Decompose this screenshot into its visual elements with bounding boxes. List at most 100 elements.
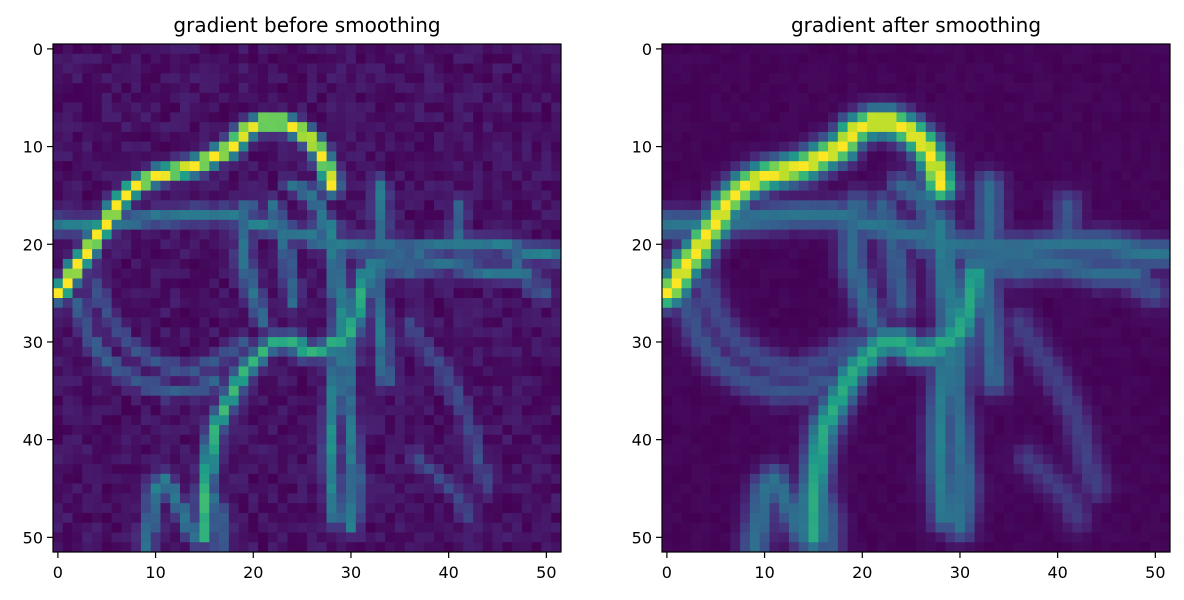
heatmap-cell: [258, 337, 269, 348]
heatmap-cell: [779, 346, 790, 357]
heatmap-cell: [121, 151, 132, 162]
heatmap-cell: [180, 376, 191, 387]
heatmap-cell: [1160, 210, 1171, 221]
heatmap-cell: [1091, 337, 1102, 348]
heatmap-cell: [336, 229, 347, 240]
heatmap-cell: [492, 180, 503, 191]
heatmap-cell: [336, 483, 347, 494]
heatmap-cell: [463, 258, 474, 270]
heatmap-cell: [199, 512, 210, 524]
heatmap-cell: [955, 288, 966, 299]
heatmap-cell: [818, 346, 829, 357]
heatmap-cell: [307, 200, 318, 211]
heatmap-cell: [857, 63, 868, 74]
heatmap-cell: [463, 327, 474, 338]
heatmap-cell: [355, 376, 366, 387]
heatmap-cell: [160, 268, 171, 279]
heatmap-cell: [199, 483, 210, 494]
heatmap-cell: [209, 366, 220, 377]
heatmap-cell: [769, 210, 780, 221]
heatmap-cell: [759, 405, 770, 416]
heatmap-cell: [955, 327, 966, 338]
heatmap-cell: [443, 444, 454, 455]
heatmap-cell: [62, 464, 73, 475]
heatmap-cell: [209, 63, 220, 74]
heatmap-cell: [925, 395, 936, 406]
heatmap-cell: [502, 376, 513, 387]
heatmap-cell: [798, 53, 809, 64]
heatmap-cell: [945, 102, 956, 113]
heatmap-cell: [808, 444, 819, 455]
heatmap-cell: [434, 532, 445, 543]
heatmap-cell: [789, 141, 800, 152]
heatmap-cell: [1052, 141, 1063, 152]
heatmap-cell: [355, 258, 366, 270]
heatmap-cell: [876, 63, 888, 74]
heatmap-cell: [72, 63, 83, 74]
heatmap-cell: [779, 434, 790, 445]
heatmap-cell: [1140, 112, 1151, 123]
heatmap-cell: [219, 180, 230, 191]
heatmap-cell: [443, 102, 454, 113]
heatmap-cell: [945, 249, 956, 260]
heatmap-cell: [1101, 258, 1112, 270]
heatmap-cell: [92, 346, 103, 357]
heatmap-cell: [82, 268, 93, 279]
heatmap-cell: [701, 298, 712, 309]
heatmap-cell: [818, 239, 829, 250]
heatmap-cell: [434, 317, 445, 328]
heatmap-cell: [62, 190, 73, 201]
heatmap-cell: [837, 376, 848, 387]
heatmap-cell: [701, 131, 712, 143]
heatmap-cell: [92, 268, 103, 279]
heatmap-cell: [463, 239, 474, 250]
heatmap-cell: [53, 542, 64, 553]
heatmap-cell: [248, 356, 259, 367]
heatmap-cell: [984, 151, 995, 162]
heatmap-cell: [199, 151, 210, 162]
heatmap-cell: [1023, 200, 1034, 211]
heatmap-cell: [297, 307, 308, 318]
heatmap-cell: [740, 385, 751, 397]
heatmap-cell: [769, 102, 780, 113]
heatmap-cell: [424, 73, 435, 84]
heatmap-cell: [779, 161, 790, 172]
heatmap-cell: [336, 180, 347, 191]
heatmap-cell: [857, 464, 868, 475]
heatmap-cell: [720, 268, 731, 279]
heatmap-cell: [287, 327, 298, 338]
heatmap-cell: [111, 503, 122, 514]
heatmap-cell: [1082, 249, 1093, 260]
heatmap-cell: [189, 53, 200, 64]
heatmap-cell: [896, 229, 907, 240]
heatmap-cell: [984, 268, 995, 279]
heatmap-cell: [1082, 337, 1093, 348]
heatmap-cell: [267, 63, 279, 74]
heatmap-cell: [258, 278, 269, 289]
heatmap-cell: [180, 415, 191, 426]
heatmap-cell: [551, 229, 562, 240]
heatmap-cell: [287, 239, 298, 250]
heatmap-cell: [710, 112, 721, 123]
heatmap-cell: [140, 522, 152, 533]
heatmap-cell: [326, 122, 337, 133]
heatmap-cell: [867, 92, 878, 103]
heatmap-cell: [720, 122, 731, 133]
heatmap-cell: [336, 102, 347, 113]
heatmap-cell: [355, 503, 366, 514]
heatmap-cell: [1140, 44, 1151, 55]
heatmap-cell: [720, 229, 731, 240]
heatmap-cell: [1062, 307, 1073, 318]
heatmap-cell: [277, 415, 288, 426]
heatmap-cell: [463, 161, 474, 172]
heatmap-cell: [228, 385, 239, 397]
heatmap-cell: [512, 376, 523, 387]
heatmap-cell: [1111, 268, 1122, 279]
heatmap-cell: [492, 229, 503, 240]
heatmap-cell: [531, 44, 542, 55]
heatmap-cell: [808, 425, 819, 436]
heatmap-cell: [691, 210, 702, 221]
heatmap-cell: [925, 464, 936, 475]
heatmap-cell: [662, 425, 673, 436]
heatmap-cell: [671, 366, 682, 377]
